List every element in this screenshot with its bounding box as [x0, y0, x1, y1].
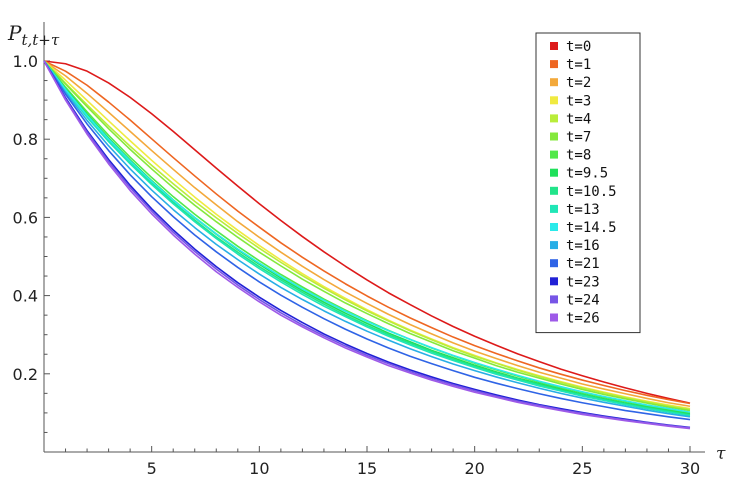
legend-entry: t=14.5: [566, 220, 617, 236]
series-line: [43, 60, 691, 413]
axes: 5 10 15 20 25 30 0.2 0.4 0.6 0.8 1.0 Pt,t+τ τ: [7, 21, 726, 478]
legend-entry: t=24: [566, 292, 600, 308]
y-axis-label: Pt,t+τ: [7, 21, 60, 49]
x-tick-label: 30: [680, 459, 700, 478]
series-line: [43, 60, 691, 412]
legend-entry: t=8: [566, 148, 591, 164]
series-line: [43, 60, 691, 429]
legend-entry: t=9.5: [566, 166, 608, 182]
x-tick-label: 5: [147, 459, 157, 478]
legend-swatch: [550, 277, 558, 286]
y-tick-label: 0.6: [13, 208, 38, 227]
series-line: [43, 60, 691, 417]
legend: t=0 t=1 t=2 t=3 t=4 t=7 t=8 t=9.5 t=10.5 t=13 t=14…: [535, 32, 641, 334]
legend-swatch: [550, 96, 558, 105]
legend-entry: t=16: [566, 238, 600, 254]
y-tick-label: 0.4: [13, 287, 38, 306]
series-line: [43, 60, 691, 418]
series-line: [43, 60, 691, 408]
x-tick-label: 20: [464, 459, 484, 478]
legend-swatch: [550, 168, 558, 177]
legend-entry: t=3: [566, 93, 591, 109]
legend-swatch: [550, 78, 558, 87]
legend-entry: t=7: [566, 130, 591, 146]
series-line: [43, 60, 691, 416]
legend-entry: t=0: [566, 39, 591, 55]
legend-swatch: [550, 295, 558, 304]
legend-swatch: [550, 42, 558, 50]
x-tick-label: 10: [249, 459, 269, 478]
series-line: [43, 60, 691, 421]
legend-swatch: [550, 204, 558, 213]
legend-entry: t=10.5: [566, 184, 617, 200]
x-tick-label: 15: [357, 459, 377, 478]
legend-swatch: [550, 114, 558, 123]
legend-swatch: [550, 313, 558, 322]
legend-entry: t=26: [566, 311, 600, 327]
y-tick-label: 0.8: [13, 130, 38, 149]
legend-swatch: [550, 259, 558, 268]
series-line: [43, 60, 691, 405]
legend-swatch: [550, 60, 558, 69]
legend-swatch: [550, 132, 558, 141]
legend-entry: t=1: [566, 57, 591, 73]
legend-swatch: [550, 241, 558, 250]
series-lines: [43, 60, 691, 430]
y-tick-label: 0.2: [13, 365, 38, 384]
series-line: [43, 60, 691, 430]
series-line: [43, 60, 691, 404]
y-tick-label: 1.0: [13, 52, 38, 71]
legend-entry: t=21: [566, 256, 600, 272]
legend-swatch: [550, 223, 558, 231]
legend-entry: t=23: [566, 274, 600, 290]
legend-entry: t=13: [566, 202, 600, 218]
legend-entry: t=4: [566, 111, 591, 127]
x-tick-label: 25: [572, 459, 592, 478]
x-axis-label: τ: [716, 444, 726, 464]
legend-swatch: [550, 186, 558, 195]
series-line: [43, 60, 691, 411]
legend-entry: t=2: [566, 75, 591, 91]
legend-swatch: [550, 150, 558, 159]
